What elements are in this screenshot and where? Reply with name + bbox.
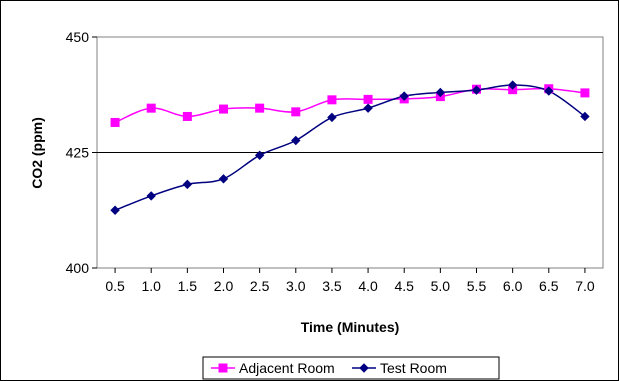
point-test-room-1.0 [146,191,156,201]
x-axis-title: Time (Minutes) [301,319,400,335]
x-tick-label-5.0: 5.0 [431,278,451,294]
point-adjacent-room-0.5 [110,117,120,127]
legend: Adjacent Room Test Room [202,356,500,380]
x-tick-label-0.5: 0.5 [105,278,125,294]
point-adjacent-room-2.5 [255,103,265,113]
point-test-room-5.5 [471,85,482,95]
x-tick-label-6.0: 6.0 [503,278,523,294]
point-test-room-2.5 [254,150,265,160]
point-test-room-3.0 [291,135,301,146]
point-test-room-6.5 [544,86,554,96]
y-tick-label-400: 400 [66,260,90,276]
point-adjacent-room-3.0 [291,107,301,117]
point-adjacent-room-7.0 [580,88,590,98]
x-tick-label-4.5: 4.5 [394,278,414,294]
legend-test-marker [359,363,369,373]
x-tick-label-4.0: 4.0 [358,278,378,294]
legend-test-label: Test Room [380,360,447,376]
y-axis-title: CO2 (ppm) [29,117,45,189]
x-tick-label-3.0: 3.0 [286,278,306,294]
legend-adjacent-marker [218,363,228,373]
legend-box [202,356,500,380]
point-adjacent-room-1.0 [146,103,156,113]
x-tick-label-7.0: 7.0 [575,278,595,294]
point-test-room-3.5 [327,112,337,123]
legend-adjacent-label: Adjacent Room [239,360,335,376]
x-tick-label-3.5: 3.5 [322,278,342,294]
x-tick-label-1.5: 1.5 [178,278,198,294]
x-tick-label-1.0: 1.0 [141,278,161,294]
point-test-room-4.0 [363,103,373,113]
point-adjacent-room-2.0 [219,104,228,114]
point-test-room-2.0 [218,174,229,184]
x-tick-label-2.5: 2.5 [250,278,270,294]
point-test-room-1.5 [182,179,193,190]
point-test-room-6.0 [507,80,518,90]
point-adjacent-room-4.0 [363,94,373,104]
y-tick-label-450: 450 [66,29,90,45]
point-adjacent-room-3.5 [327,95,337,105]
x-tick-label-6.5: 6.5 [539,278,559,294]
y-tick-label-425: 425 [66,145,90,161]
point-test-room-5.0 [435,87,446,98]
point-adjacent-room-1.5 [182,111,192,121]
x-tick-label-2.0: 2.0 [214,278,234,294]
x-tick-label-5.5: 5.5 [467,278,487,294]
point-test-room-4.5 [399,91,409,101]
point-test-room-7.0 [580,111,590,122]
point-test-room-0.5 [110,205,120,215]
